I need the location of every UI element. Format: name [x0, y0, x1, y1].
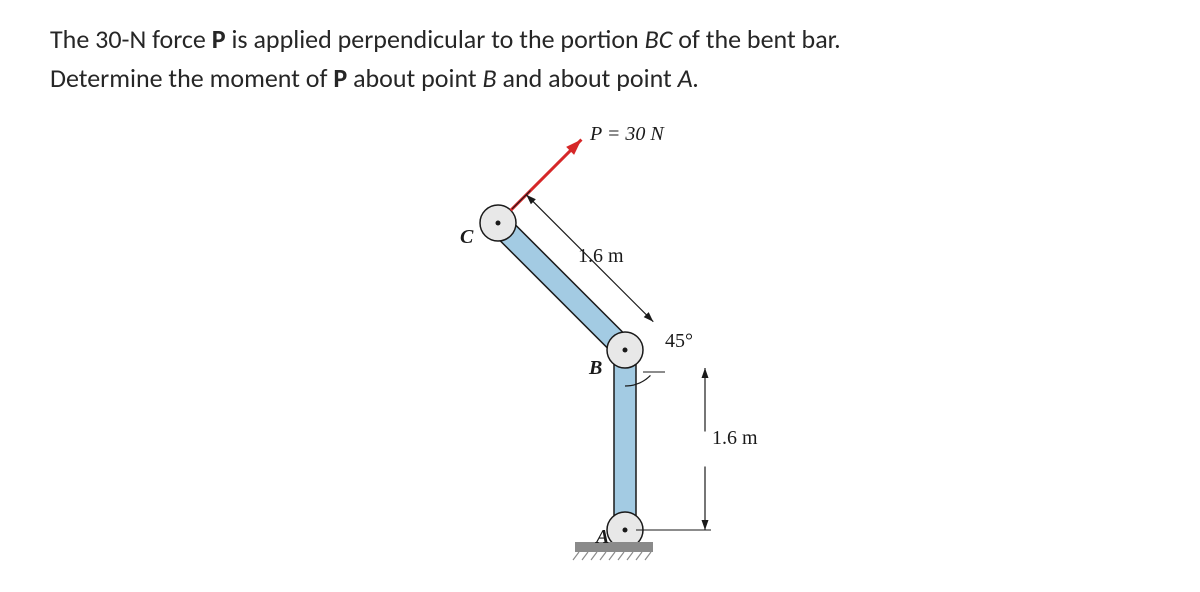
problem-statement: The 30-N force P is applied perpendicula… — [50, 20, 1150, 98]
length-ab-label: 1.6 m — [712, 427, 758, 450]
figure: P = 30 N 1.6 m 45° B 1.6 m A C — [450, 125, 810, 575]
angle-label: 45° — [665, 330, 693, 353]
problem-line-1: The 30-N force P is applied perpendicula… — [50, 20, 1150, 59]
point-C-label: C — [460, 226, 473, 249]
point-B-label: B — [589, 357, 602, 380]
force-label: P = 30 N — [590, 123, 664, 146]
problem-line-2: Determine the moment of P about point B … — [50, 59, 1150, 98]
point-A-label: A — [596, 526, 609, 549]
figure-svg — [450, 125, 810, 575]
length-bc-label: 1.6 m — [578, 245, 624, 268]
